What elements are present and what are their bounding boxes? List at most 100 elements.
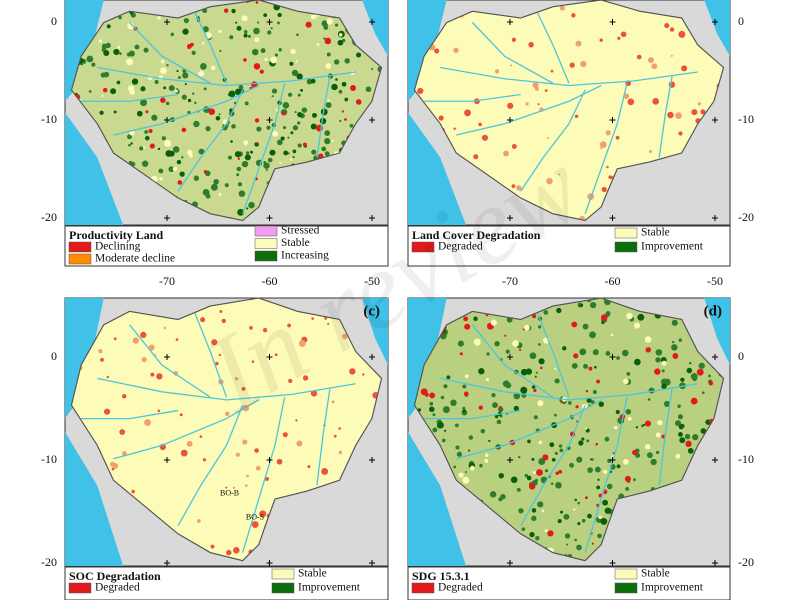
pixel [163,86,167,90]
legend-swatch [68,253,92,265]
pixel [610,333,614,337]
pixel [291,69,299,77]
river [81,93,179,102]
pixel [103,408,111,415]
pixel [633,478,636,482]
pixel [601,186,607,193]
basin-outline [413,297,725,562]
pixel [182,72,189,79]
pixel [608,175,613,180]
pixel [619,495,622,498]
pixel [306,78,313,85]
pixel [219,310,223,313]
pixel [675,453,681,459]
basin-outline [70,297,383,562]
pixel [235,452,240,457]
pixel [559,448,564,453]
pixel [462,406,466,410]
pixel [583,363,588,369]
pixel [326,18,333,25]
pixel [210,544,215,549]
river [316,389,331,486]
legend-swatch [68,241,92,253]
pixel [88,90,92,93]
pixel [510,476,518,484]
pixel [179,413,183,417]
pixel [537,400,544,407]
pixel [655,357,661,363]
pixel [166,64,169,67]
pixel [498,406,503,410]
pixel [585,427,588,430]
pixel [645,347,651,353]
river [440,66,698,87]
pixel [190,42,194,47]
pixel [468,435,474,440]
pixel [578,440,584,446]
lat-label: -10 [41,112,57,126]
pixel [121,451,127,456]
pixel [276,458,283,465]
pixel [297,111,303,118]
pixel [478,405,483,410]
pixel [234,376,239,381]
legend-swatch [614,227,638,239]
pixel [613,425,618,430]
pixel [102,43,107,48]
pixel [500,493,506,500]
pixel [576,544,582,551]
pixel [269,149,276,156]
pixel [128,143,131,147]
pixel [181,127,187,133]
pixel [559,5,565,11]
pixel [300,88,304,92]
pixel [210,183,218,191]
river [113,84,260,136]
pixel [597,533,602,539]
pixel [119,52,122,55]
pixel [669,27,675,32]
pixel [256,21,260,24]
river [424,409,521,420]
pixel [518,508,524,514]
pixel [126,58,133,66]
pixel [691,109,698,116]
pixel [215,361,219,366]
pixel [236,173,240,177]
pixel [574,114,579,119]
annotation: BO-S [246,513,264,522]
pixel [254,37,260,43]
pixel [595,442,599,446]
pixel [598,515,602,520]
pixel [560,510,564,514]
pixel [533,415,538,420]
pixel [288,378,293,383]
pixel [183,17,189,24]
pixel [208,108,216,115]
pixel [635,426,639,429]
river [536,10,570,84]
pixel [342,333,348,340]
pixel [462,476,470,484]
pixel [231,124,236,129]
pixel [602,499,609,506]
pixel [550,482,554,485]
pixel [634,358,641,366]
pixel [270,56,278,64]
pixel [255,141,259,145]
pixel [305,21,312,28]
pixel [591,458,594,461]
pixel [524,473,529,478]
pixel [437,421,444,429]
pixel [141,160,149,167]
pixel [516,185,522,191]
pixel [581,437,585,441]
pixel [267,157,273,163]
pixel [663,400,671,407]
pixel [505,349,510,354]
pixel [642,423,646,427]
pixel [597,478,600,481]
pixel [144,419,151,426]
pixel [170,32,175,37]
pixel [179,171,185,177]
